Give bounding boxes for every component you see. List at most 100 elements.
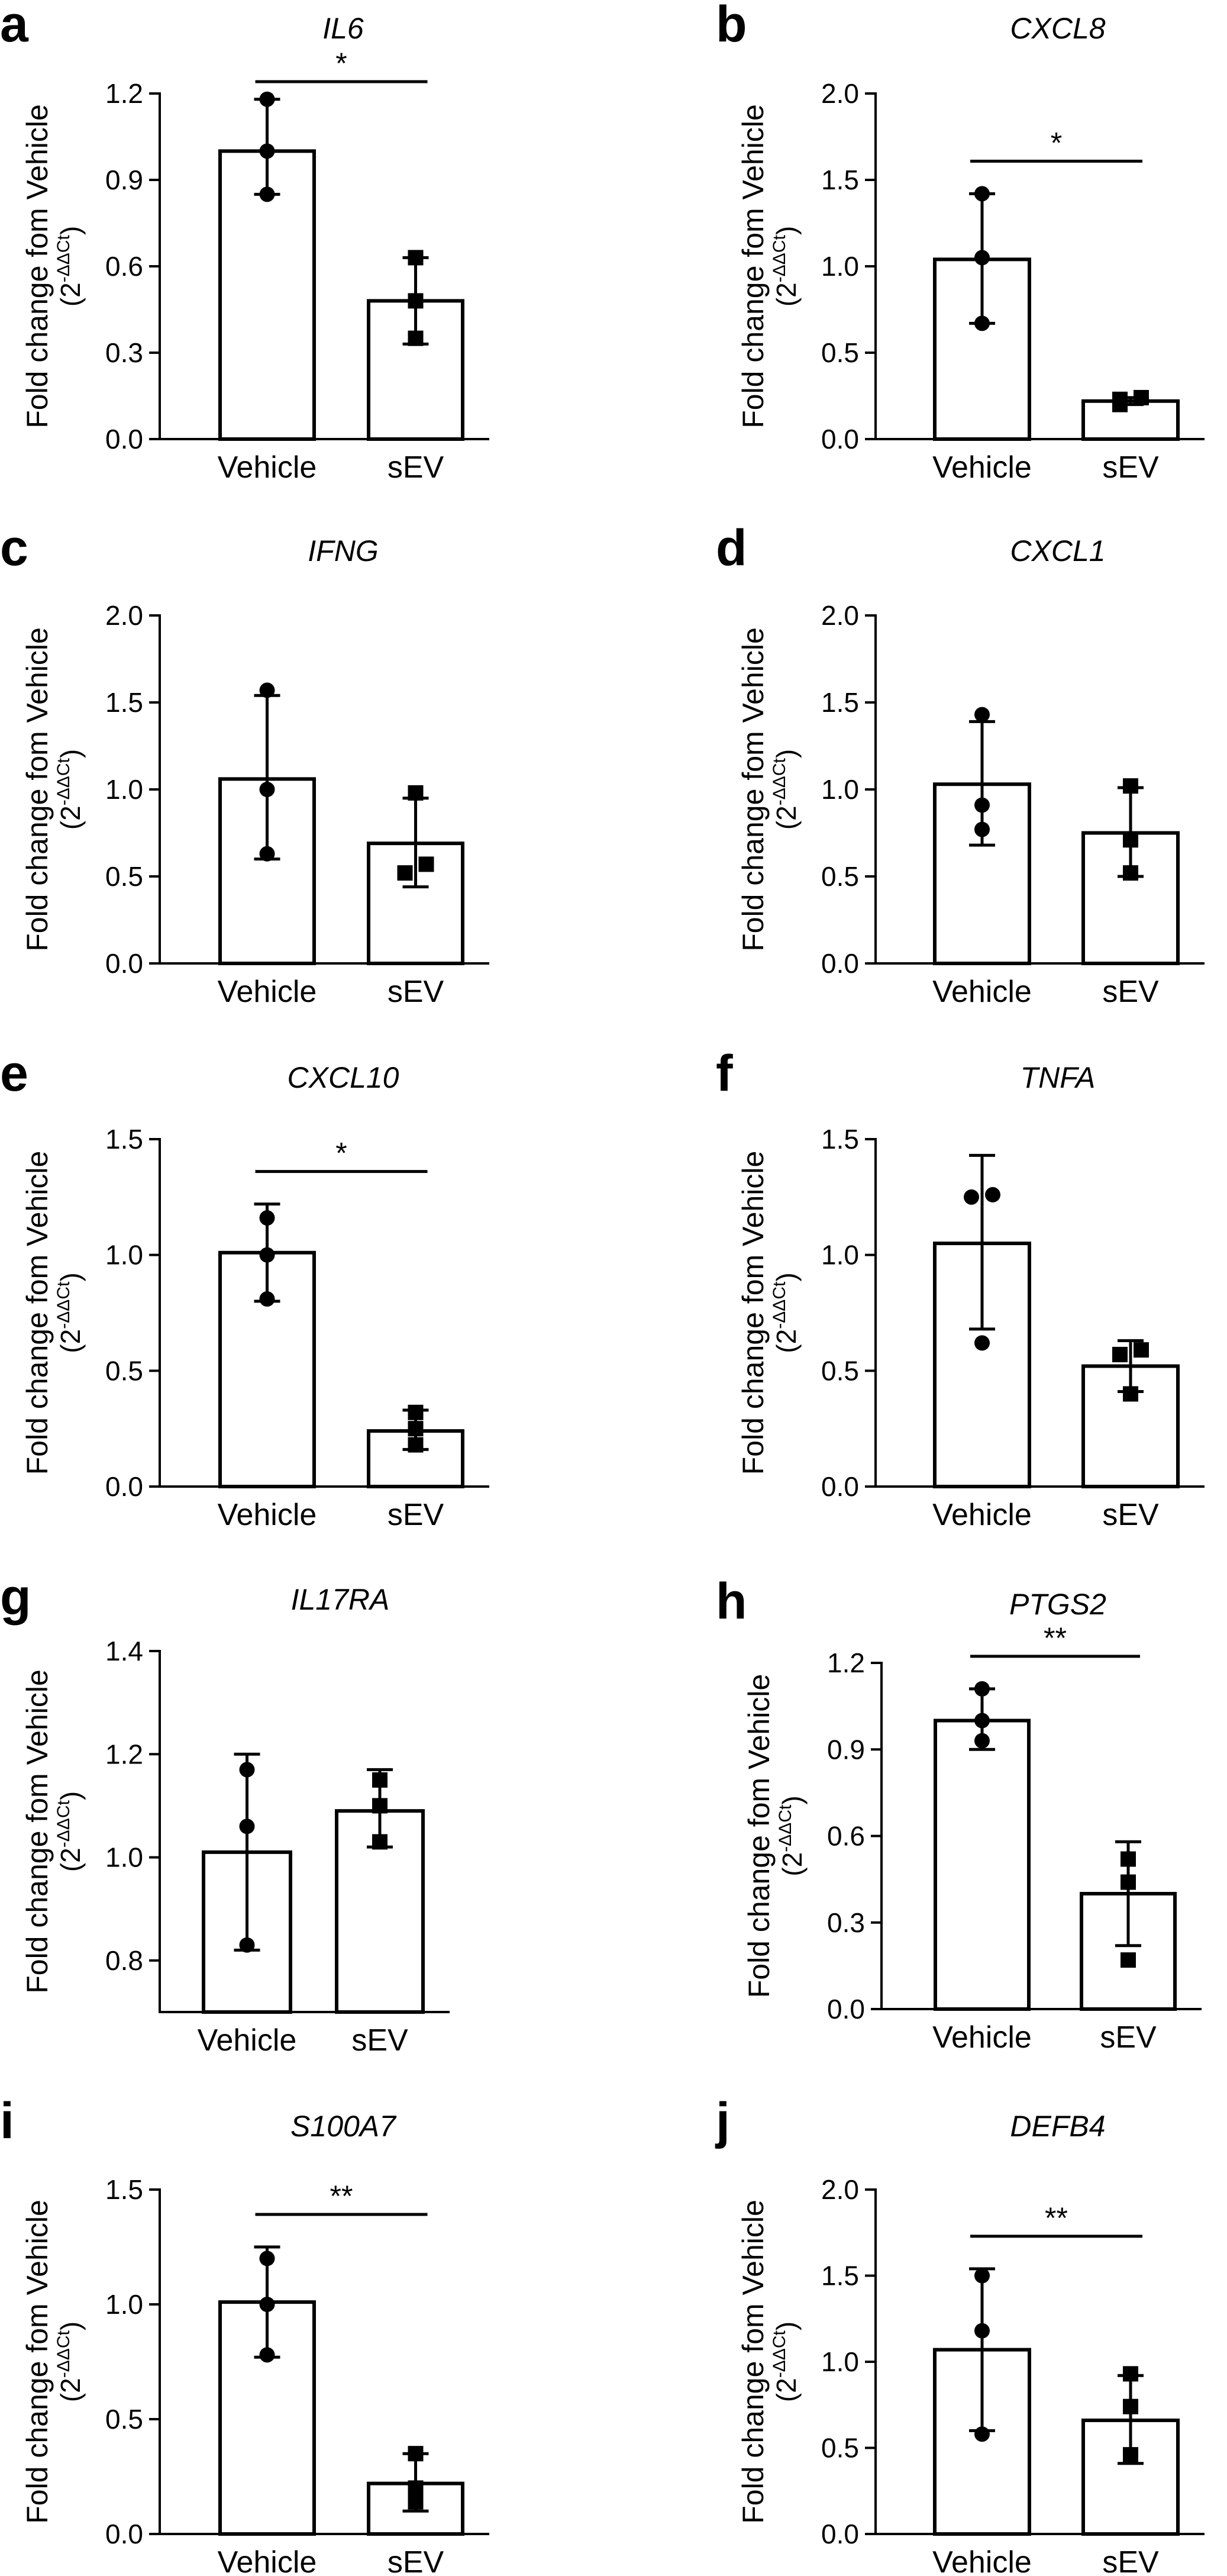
x-tick-label: sEV [388,975,444,1009]
chart-title: DEFB4 [1010,2110,1105,2143]
bar-vehicle [934,1719,1031,2011]
data-point-sev [408,2446,424,2462]
x-tick-label: Vehicle [932,975,1032,1009]
y-unit-exponent: -ΔΔCt [770,758,789,806]
x-tick-label: Vehicle [198,2023,297,2058]
x-tick-label: sEV [388,1498,444,1532]
y-axis-unit: (2-ΔΔCt) [770,1272,802,1353]
y-tick-label: 1.0 [105,1240,143,1271]
y-tick-label: 1.5 [821,687,859,718]
y-tick-label: 0.0 [821,948,859,979]
chart-title: IL6 [322,12,364,45]
y-tick-label: 0.0 [821,1471,859,1502]
y-tick-label: 1.5 [821,165,859,195]
data-point-vehicle [259,846,275,862]
y-axis-unit: (2-ΔΔCt) [54,2322,86,2402]
panel-letter: j [715,2093,730,2149]
data-point-sev [1121,1952,1136,1968]
panel-a: a IL6 0.0 0.3 0.6 0.9 1.2 Fold change fom Vehic… [0,0,489,485]
bar-sev [1081,399,1180,441]
data-point-sev [397,865,413,881]
y-unit-exponent: -ΔΔCt [770,2330,789,2378]
y-unit-close: ) [777,1795,808,1804]
data-point-sev [1123,2447,1138,2463]
y-unit-exponent: -ΔΔCt [776,1804,795,1852]
panel-c: c IFNG 0.0 0.5 1.0 1.5 2.0 Fold change fom Vehi… [0,520,489,1009]
panel-letter: g [0,1569,31,1626]
x-tick-label: sEV [1100,2020,1157,2055]
data-point-sev [1112,1346,1128,1362]
y-tick-label: 0.5 [821,2433,859,2464]
data-point-vehicle [974,2323,990,2339]
data-point-vehicle [259,2251,275,2267]
x-tick-label: Vehicle [932,450,1032,485]
data-point-vehicle [974,821,990,837]
data-point-vehicle [974,315,990,331]
y-tick-label: 0.6 [105,251,143,282]
y-unit-close: ) [55,749,86,758]
data-point-sev [1134,389,1149,405]
y-tick-label: 1.0 [105,2289,143,2320]
y-tick-label: 1.5 [105,1124,143,1155]
chart-title: IFNG [308,534,378,568]
data-point-sev [1123,2366,1138,2382]
data-point-vehicle [259,2297,275,2312]
significance-marker: * [335,47,347,80]
x-tick-label: sEV [351,2023,408,2058]
y-tick-label: 1.2 [105,1739,143,1769]
y-unit-exponent: -ΔΔCt [54,758,73,806]
data-point-vehicle [974,797,990,813]
x-tick-label: Vehicle [218,2545,317,2576]
data-point-vehicle [974,2268,990,2284]
data-point-sev [418,856,434,872]
data-point-vehicle [259,143,275,159]
y-unit-base: (2 [55,1329,86,1353]
x-tick-label: Vehicle [218,1498,317,1532]
data-point-vehicle [239,1762,255,1778]
data-point-sev [1123,865,1138,881]
y-unit-base: (2 [55,282,86,307]
panel-letter: b [716,0,747,53]
y-tick-label: 1.0 [821,1240,859,1271]
y-tick-label: 1.5 [105,2174,143,2205]
y-unit-base: (2 [771,1329,802,1353]
y-tick-label: 0.0 [105,424,143,454]
x-tick-label: Vehicle [218,975,317,1009]
data-point-sev [1123,832,1138,848]
y-tick-label: 1.2 [105,78,143,109]
y-axis-label: Fold change fom Vehicle [737,1151,770,1475]
y-unit-exponent: -ΔΔCt [770,235,789,283]
panel-f: f TNFA 0.0 0.5 1.0 1.5 Fold change fom Vehicle… [716,1045,1205,1532]
y-unit-close: ) [771,226,802,235]
y-axis-label: Fold change fom Vehicle [21,1669,54,1994]
chart-title: PTGS2 [1009,1588,1106,1621]
panel-letter: f [716,1045,733,1102]
y-axis-label: Fold change fom Vehicle [737,627,770,952]
y-unit-close: ) [55,226,86,235]
x-tick-label: Vehicle [932,2545,1032,2576]
y-tick-label: 1.0 [821,2346,859,2377]
data-point-sev [372,1798,388,1814]
y-axis-label: Fold change fom Vehicle [737,2200,770,2524]
y-tick-label: 0.5 [105,2404,143,2435]
data-point-vehicle [259,1247,275,1263]
data-point-vehicle [259,682,275,698]
data-point-sev [1112,391,1128,407]
data-point-sev [1123,1386,1138,1402]
y-tick-label: 2.0 [821,78,859,109]
x-tick-label: Vehicle [932,2020,1032,2055]
y-tick-label: 1.4 [105,1636,143,1666]
significance-marker: * [335,1137,347,1170]
data-point-sev [1123,2398,1138,2414]
data-point-sev [408,1404,424,1420]
y-axis-label: Fold change fom Vehicle [21,2200,54,2524]
x-tick-label: sEV [388,450,444,485]
data-point-vehicle [974,707,990,723]
x-tick-label: sEV [1102,1498,1159,1532]
chart-title: CXCL10 [288,1061,399,1094]
x-tick-label: sEV [1102,975,1159,1009]
y-unit-exponent: -ΔΔCt [54,2330,73,2378]
y-tick-label: 0.3 [827,1907,865,1938]
data-point-vehicle [974,1733,990,1749]
data-point-vehicle [259,782,275,797]
